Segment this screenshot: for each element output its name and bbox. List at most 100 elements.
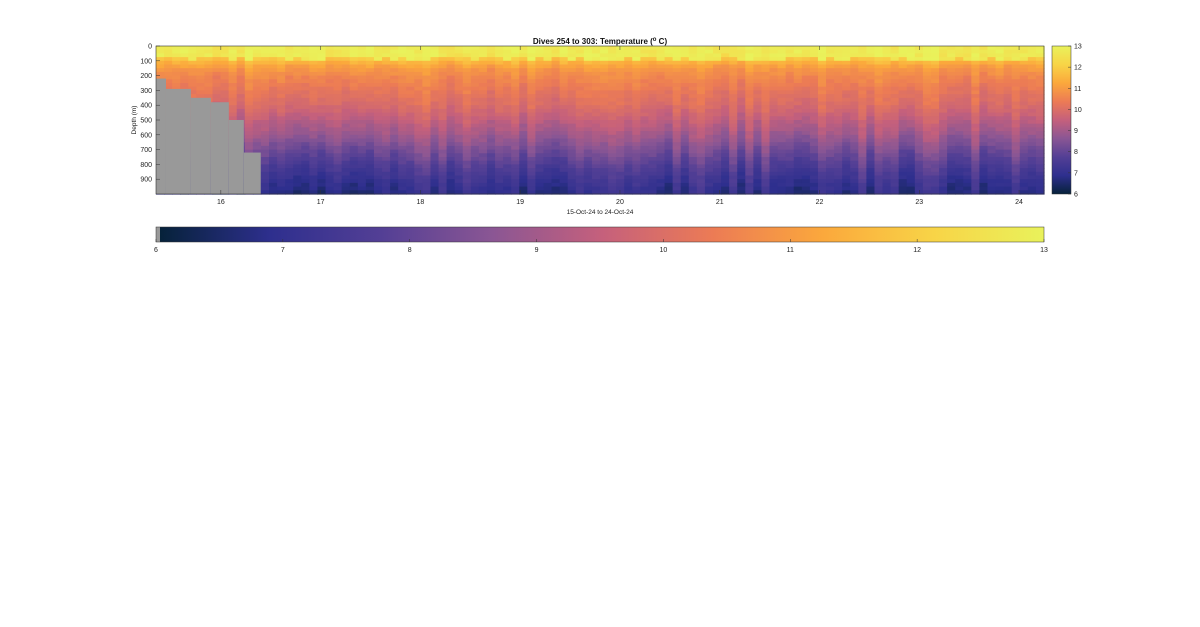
heatmap-cell bbox=[1011, 53, 1021, 58]
heatmap-cell bbox=[947, 157, 956, 162]
heatmap-cell bbox=[624, 112, 633, 117]
heatmap-cell bbox=[696, 179, 706, 184]
heatmap-cell bbox=[519, 60, 528, 66]
heatmap-cell bbox=[809, 57, 819, 62]
heatmap-cell bbox=[325, 153, 335, 158]
heatmap-cell bbox=[503, 90, 512, 95]
heatmap-cell bbox=[737, 94, 746, 99]
heatmap-cell bbox=[341, 86, 351, 91]
heatmap-cell bbox=[834, 97, 843, 103]
heatmap-cell bbox=[382, 127, 391, 132]
heatmap-cell bbox=[591, 112, 601, 117]
heatmap-cell bbox=[987, 49, 997, 54]
heatmap-cell bbox=[640, 160, 650, 165]
heatmap-cell bbox=[454, 186, 464, 191]
heatmap-cell bbox=[616, 127, 625, 132]
heatmap-cell bbox=[422, 94, 432, 99]
heatmap-cell bbox=[478, 75, 488, 80]
heatmap-cell bbox=[914, 83, 924, 88]
heatmap-cell bbox=[446, 171, 456, 177]
heatmap-cell bbox=[1027, 138, 1037, 143]
heatmap-cell bbox=[906, 75, 916, 80]
heatmap-cell bbox=[365, 94, 375, 99]
heatmap-cell bbox=[729, 60, 738, 66]
heatmap-cell bbox=[333, 190, 343, 195]
heatmap-cell bbox=[236, 101, 246, 106]
heatmap-cell bbox=[713, 90, 722, 95]
heatmap-cell bbox=[745, 164, 754, 169]
heatmap-cell bbox=[874, 127, 884, 132]
heatmap-cell bbox=[204, 46, 214, 51]
heatmap-cell bbox=[269, 83, 278, 88]
heatmap-cell bbox=[478, 86, 488, 91]
heatmap-cell bbox=[583, 60, 593, 66]
heatmap-cell bbox=[979, 153, 989, 158]
heatmap-cell bbox=[559, 127, 569, 132]
heatmap-cell bbox=[583, 112, 593, 117]
heatmap-cell bbox=[1011, 101, 1021, 106]
heatmap-cell bbox=[535, 94, 545, 99]
heatmap-cell bbox=[632, 186, 641, 191]
heatmap-cell bbox=[390, 90, 399, 95]
heatmap-cell bbox=[777, 190, 787, 195]
heatmap-cell bbox=[317, 116, 327, 121]
heatmap-cell bbox=[834, 171, 843, 177]
heatmap-cell bbox=[817, 138, 827, 143]
heatmap-cell bbox=[721, 138, 730, 143]
heatmap-cell bbox=[454, 46, 464, 51]
heatmap-cell bbox=[914, 108, 924, 114]
heatmap-cell bbox=[511, 131, 520, 136]
heatmap-cell bbox=[922, 145, 932, 151]
heatmap-cell bbox=[382, 149, 391, 154]
heatmap-cell bbox=[285, 71, 294, 77]
heatmap-cell bbox=[559, 60, 569, 66]
heatmap-cell bbox=[793, 53, 803, 58]
heatmap-cell bbox=[809, 112, 819, 117]
heatmap-cell bbox=[906, 179, 916, 184]
heatmap-cell bbox=[600, 149, 609, 154]
heatmap-cell bbox=[591, 186, 601, 191]
heatmap-cell bbox=[1027, 105, 1037, 110]
heatmap-cell bbox=[987, 112, 997, 117]
heatmap-cell bbox=[277, 86, 286, 91]
heatmap-cell bbox=[390, 171, 399, 177]
heatmap-cell bbox=[470, 182, 480, 188]
heatmap-cell bbox=[1011, 123, 1021, 128]
heatmap-cell bbox=[664, 171, 674, 177]
heatmap-cell bbox=[890, 131, 900, 136]
heatmap-cell bbox=[608, 171, 617, 177]
heatmap-cell bbox=[616, 68, 625, 73]
heatmap-cell bbox=[365, 142, 375, 147]
heatmap-cell bbox=[164, 68, 173, 73]
heatmap-cell bbox=[761, 116, 771, 121]
heatmap-cell bbox=[414, 153, 423, 158]
heatmap-cell bbox=[777, 97, 787, 103]
heatmap-cell bbox=[890, 86, 900, 91]
heatmap-cell bbox=[793, 60, 803, 66]
heatmap-cell bbox=[559, 164, 569, 169]
heatmap-cell bbox=[656, 53, 666, 58]
heatmap-cell bbox=[382, 75, 391, 80]
heatmap-cell bbox=[414, 71, 423, 77]
heatmap-cell bbox=[1011, 149, 1021, 154]
heatmap-cell bbox=[583, 160, 593, 165]
heatmap-cell bbox=[801, 108, 811, 114]
heatmap-cell bbox=[930, 49, 940, 54]
heatmap-cell bbox=[390, 112, 399, 117]
heatmap-cell bbox=[277, 75, 286, 80]
heatmap-cell bbox=[955, 171, 964, 177]
heatmap-cell bbox=[729, 112, 738, 117]
heatmap-cell bbox=[511, 112, 520, 117]
heatmap-cell bbox=[277, 157, 286, 162]
heatmap-cell bbox=[826, 138, 835, 143]
heatmap-cell bbox=[495, 190, 504, 195]
heatmap-cell bbox=[406, 79, 415, 84]
heatmap-cell bbox=[963, 160, 972, 165]
heatmap-cell bbox=[745, 112, 754, 117]
heatmap-cell bbox=[382, 57, 391, 62]
heatmap-cell bbox=[1035, 145, 1045, 151]
vertical-colorbar-tick-label: 11 bbox=[1074, 86, 1081, 93]
heatmap-cell bbox=[414, 182, 423, 188]
heatmap-cell bbox=[414, 57, 423, 62]
